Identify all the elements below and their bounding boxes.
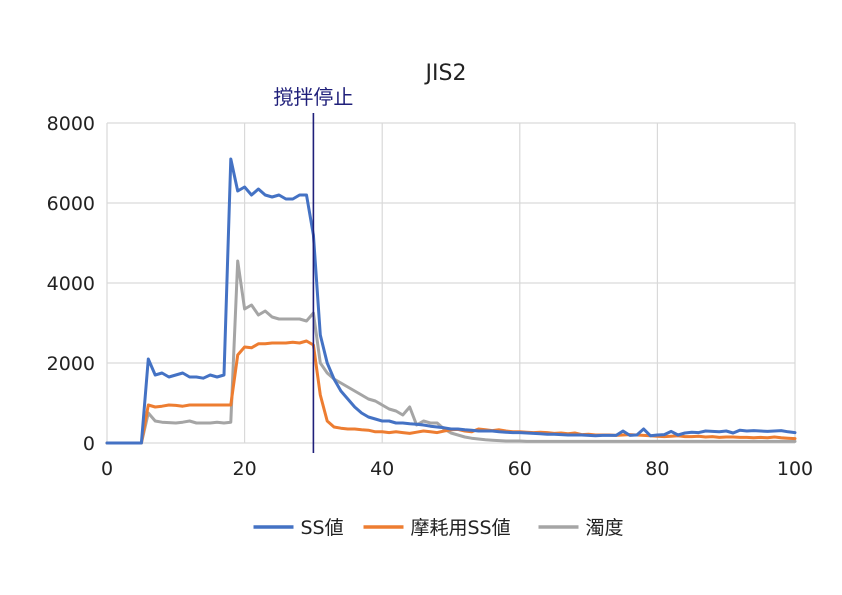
y-tick-label: 8000: [47, 113, 95, 135]
legend-label: SS値: [301, 517, 344, 539]
chart-title: JIS2: [424, 61, 467, 86]
legend: SS値 摩耗用SS値 濁度: [253, 517, 624, 539]
y-tick-label: 2000: [47, 353, 95, 375]
y-tick-label: 0: [83, 433, 95, 455]
legend-item: 濁度: [538, 517, 624, 539]
axis-tick-labels: 0 2000 4000 6000 8000 0 20 40 60 80 100: [47, 113, 813, 480]
series-line: [105, 259, 797, 445]
stirring-stop-label: 撹拌停止: [273, 85, 353, 109]
x-tick-label: 60: [508, 458, 532, 480]
legend-item: 摩耗用SS値: [363, 517, 511, 539]
x-tick-label: 20: [233, 458, 257, 480]
y-tick-label: 4000: [47, 273, 95, 295]
legend-item: SS値: [253, 517, 344, 539]
y-tick-label: 6000: [47, 193, 95, 215]
legend-label: 摩耗用SS値: [411, 517, 511, 539]
series-lines: [105, 157, 797, 445]
x-tick-label: 0: [101, 458, 113, 480]
grid-lines: [106, 122, 796, 444]
annotation: 撹拌停止: [273, 85, 353, 453]
x-tick-label: 100: [777, 458, 813, 480]
x-tick-label: 80: [645, 458, 669, 480]
x-tick-label: 40: [370, 458, 394, 480]
series-line: [105, 157, 797, 445]
legend-label: 濁度: [586, 517, 624, 539]
